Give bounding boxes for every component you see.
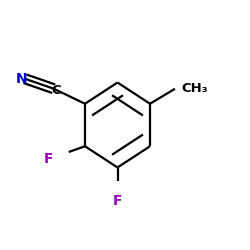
Text: F: F	[113, 194, 122, 208]
Text: C: C	[52, 84, 61, 97]
Text: N: N	[16, 72, 28, 86]
Text: F: F	[44, 152, 54, 166]
Text: CH₃: CH₃	[181, 82, 208, 94]
